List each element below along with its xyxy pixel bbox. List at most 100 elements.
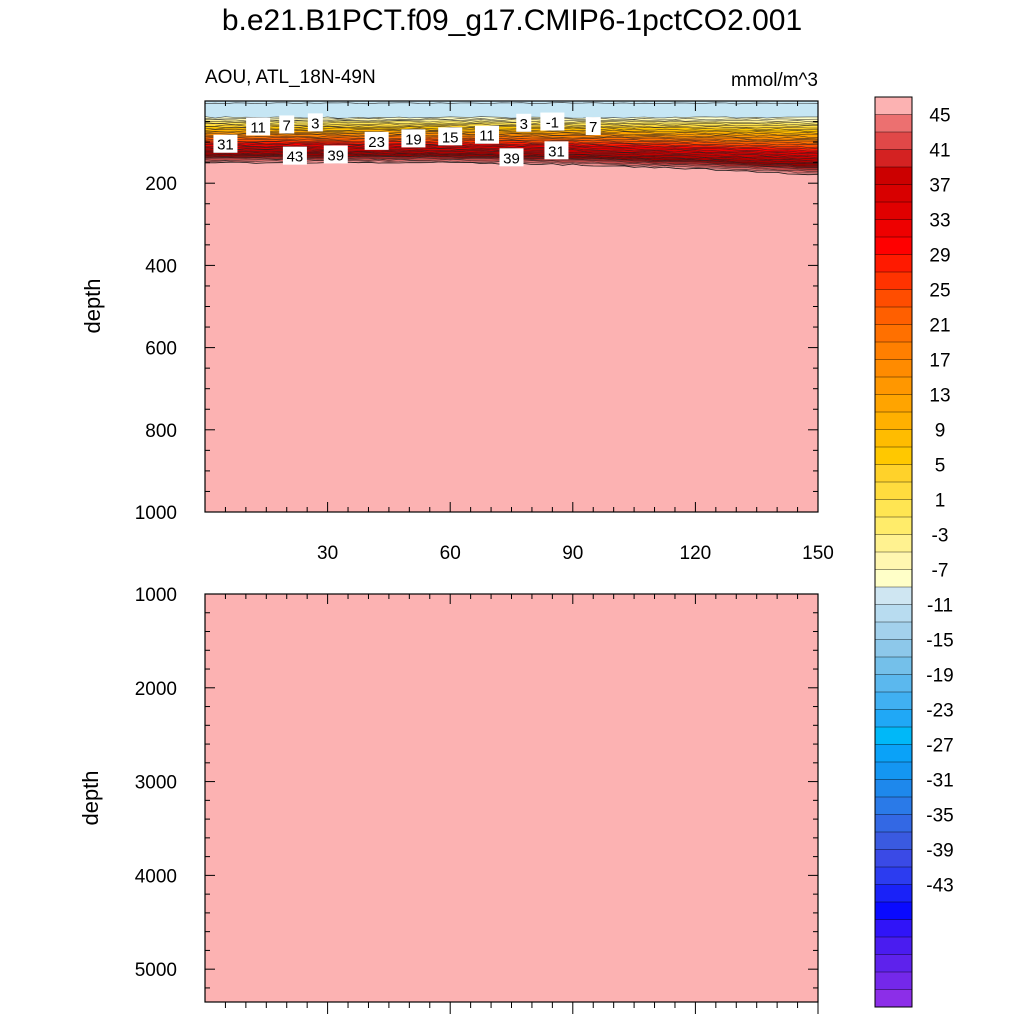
- contour-label: 15: [438, 127, 463, 146]
- contour-label: 19: [401, 129, 426, 148]
- colorbar-label: 41: [929, 141, 950, 162]
- contour-label-box: [323, 145, 348, 164]
- colorbar-swatch: [874, 324, 913, 343]
- colorbar-label: 45: [929, 106, 950, 127]
- colorbar-swatch: [874, 306, 913, 325]
- contour-label: 31: [213, 134, 238, 154]
- contour-label-box: [544, 141, 569, 160]
- colorbar-label: 5: [935, 456, 946, 477]
- colorbar-label: -19: [926, 666, 953, 687]
- colorbar-swatch: [874, 866, 913, 885]
- contour-label-text: 7: [589, 119, 597, 136]
- colorbar-swatch: [874, 691, 913, 710]
- contour-label-text: 11: [479, 128, 495, 145]
- colorbar-swatch: [874, 744, 913, 763]
- colorbar-swatch: [874, 254, 913, 273]
- contour-label: 39: [323, 145, 348, 164]
- contour-label-box: [279, 115, 295, 134]
- colorbar-swatch: [874, 236, 913, 255]
- colorbar-swatch: [874, 341, 913, 360]
- contour-label-box: [438, 127, 463, 146]
- colorbar-swatch: [874, 166, 913, 185]
- contour-label-box: [282, 146, 307, 165]
- colorbar-label: 1: [935, 491, 946, 512]
- contour-line: [205, 136, 818, 145]
- contour-line: [205, 141, 818, 150]
- colorbar-swatch: [874, 149, 913, 168]
- colorbar-swatch: [874, 586, 913, 605]
- colorbar-swatch: [874, 411, 913, 430]
- y-tick-label: 3000: [135, 773, 177, 794]
- contour-band: [205, 130, 818, 138]
- contour-band: [205, 156, 818, 170]
- contour-label-text: 15: [442, 129, 459, 146]
- colorbar-frame: [874, 96, 913, 1008]
- colorbar-swatch: [874, 551, 913, 570]
- contour-label-text: -1: [546, 115, 559, 132]
- colorbar-label: 25: [929, 281, 950, 302]
- colorbar-swatch: [874, 114, 913, 133]
- contour-label-text: 3: [311, 115, 319, 132]
- colorbar-label: -31: [926, 771, 953, 792]
- colorbar-label: 9: [935, 421, 946, 442]
- colorbar-label: 33: [929, 211, 950, 232]
- contour-label-box: [307, 113, 323, 132]
- contour-label: 23: [364, 131, 389, 151]
- contour-label-text: 19: [405, 131, 422, 148]
- colorbar-label: -43: [926, 876, 953, 897]
- contour-label-text: 39: [503, 150, 520, 167]
- colorbar-swatch: [874, 271, 913, 290]
- contour-line: [205, 125, 818, 131]
- colorbar-swatch: [874, 499, 913, 518]
- colorbar-swatch: [874, 219, 913, 238]
- contour-label-text: 43: [287, 149, 304, 166]
- colorbar-swatch: [874, 639, 913, 658]
- contour-line: [205, 119, 818, 122]
- colorbar-label: 37: [929, 176, 950, 197]
- y-tick-label: 400: [145, 256, 177, 277]
- colorbar-label: -27: [926, 736, 953, 757]
- colorbar-swatch: [874, 814, 913, 833]
- colorbar-swatch: [874, 989, 913, 1008]
- contour-line: [205, 139, 818, 148]
- colorbar-swatch: [874, 726, 913, 745]
- colorbar-swatch: [874, 954, 913, 973]
- contour-band: [205, 131, 818, 139]
- contour-label-box: [585, 117, 601, 136]
- colorbar-label: -7: [932, 561, 949, 582]
- contour-line: [205, 146, 818, 157]
- contour-label: 7: [585, 117, 601, 136]
- colorbar-swatch: [874, 96, 913, 115]
- contour-label-text: 39: [327, 147, 344, 164]
- contour-band: [205, 137, 818, 145]
- contour-band: [205, 122, 818, 127]
- bottom-panel-fill: [205, 594, 818, 1002]
- y-tick-label: 800: [145, 421, 177, 442]
- colorbar-label: -35: [926, 806, 953, 827]
- contour-lines: [205, 102, 818, 176]
- x-tick-label: 90: [562, 543, 583, 564]
- contour-band: [205, 118, 818, 122]
- top-ylabel: depth: [80, 278, 105, 333]
- colorbar-swatch: [874, 656, 913, 675]
- colorbar-swatch: [874, 796, 913, 815]
- contour-line: [205, 117, 818, 121]
- colorbar-swatch: [874, 831, 913, 850]
- colorbar-swatch: [874, 481, 913, 500]
- page-title: b.e21.B1PCT.f09_g17.CMIP6-1pctCO2.001: [221, 4, 803, 37]
- contour-line: [205, 142, 818, 152]
- surface-layer: [205, 101, 818, 121]
- contour-label-text: 7: [283, 117, 291, 134]
- contour-band: [205, 133, 818, 140]
- colorbar: 45 41 37 33 29 25 21 17 13 9 5 1 -3 -7 -11 -15 -19 -23 -27…: [874, 96, 954, 1008]
- contour-band: [205, 119, 818, 124]
- contour-label-text: 31: [217, 137, 234, 154]
- contour-band: [205, 127, 818, 134]
- colorbar-swatch: [874, 569, 913, 588]
- colorbar-swatch: [874, 201, 913, 220]
- y-tick-label: 1000: [135, 585, 177, 606]
- contour-line: [205, 134, 818, 141]
- contour-label-text: 11: [250, 119, 266, 136]
- colorbar-label: -11: [927, 596, 953, 617]
- contour-label-box: [474, 125, 499, 144]
